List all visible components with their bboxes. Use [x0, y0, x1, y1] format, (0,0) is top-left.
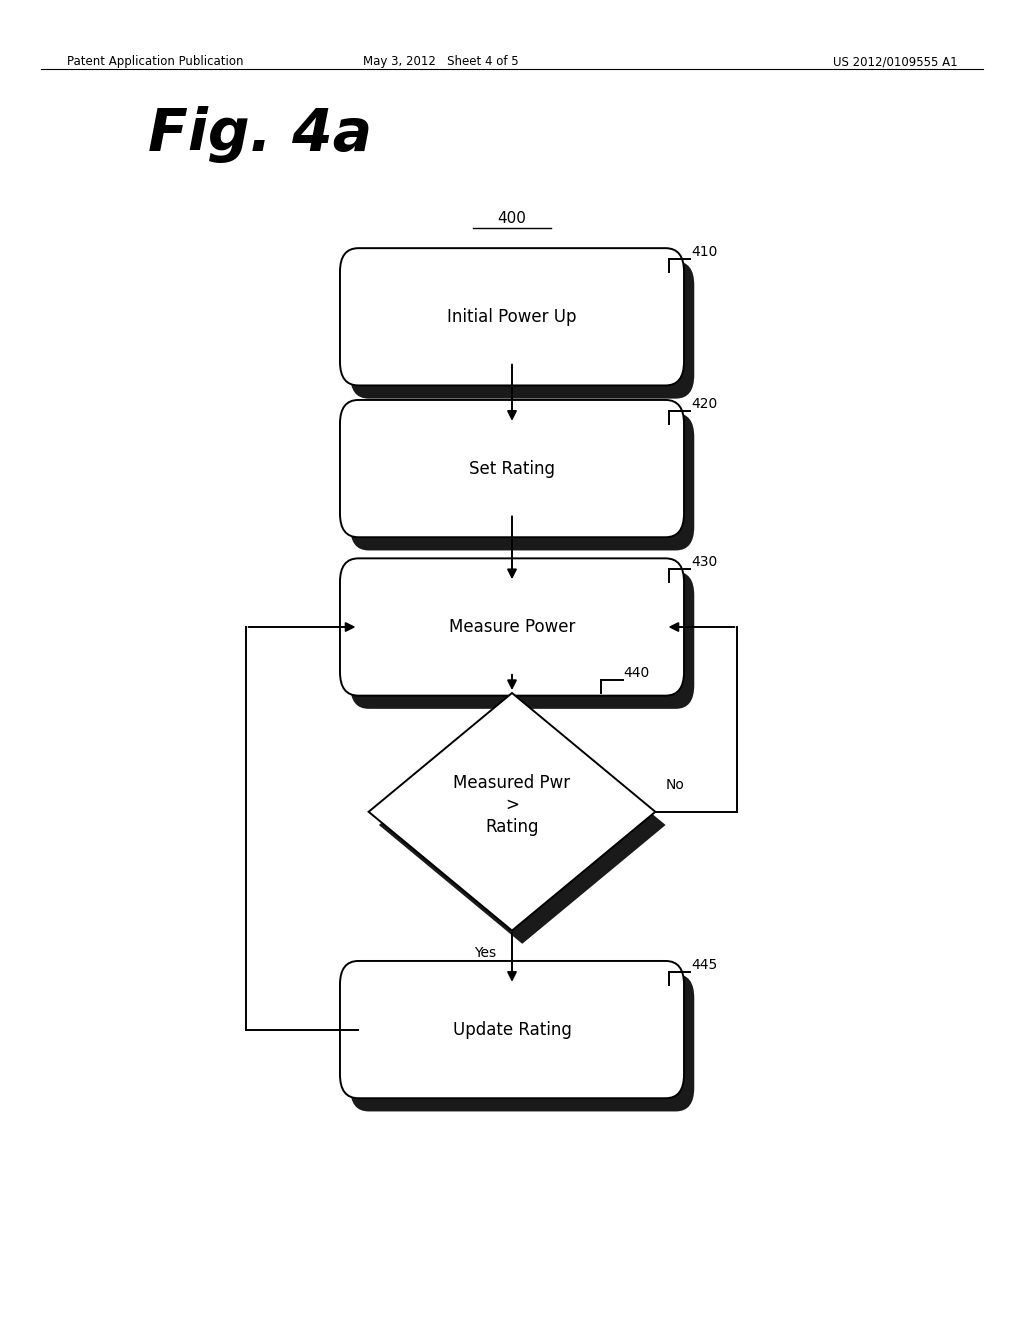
FancyBboxPatch shape — [350, 572, 694, 709]
Text: 440: 440 — [624, 667, 650, 680]
Text: 445: 445 — [691, 958, 718, 972]
Text: 400: 400 — [498, 211, 526, 226]
FancyBboxPatch shape — [340, 961, 684, 1098]
Polygon shape — [369, 693, 655, 931]
Text: Initial Power Up: Initial Power Up — [447, 308, 577, 326]
Text: Fig. 4a: Fig. 4a — [148, 106, 373, 162]
FancyBboxPatch shape — [340, 400, 684, 537]
Text: Yes: Yes — [474, 946, 497, 961]
Text: 410: 410 — [691, 246, 718, 259]
Polygon shape — [379, 706, 666, 944]
Text: 430: 430 — [691, 556, 718, 569]
FancyBboxPatch shape — [340, 248, 684, 385]
Text: Measured Pwr
>
Rating: Measured Pwr > Rating — [454, 774, 570, 837]
FancyBboxPatch shape — [340, 558, 684, 696]
FancyBboxPatch shape — [350, 974, 694, 1111]
Text: No: No — [666, 777, 684, 792]
FancyBboxPatch shape — [350, 261, 694, 399]
Text: Set Rating: Set Rating — [469, 459, 555, 478]
Text: US 2012/0109555 A1: US 2012/0109555 A1 — [833, 55, 957, 69]
Text: Measure Power: Measure Power — [449, 618, 575, 636]
Text: May 3, 2012   Sheet 4 of 5: May 3, 2012 Sheet 4 of 5 — [362, 55, 518, 69]
Text: Update Rating: Update Rating — [453, 1020, 571, 1039]
Text: Patent Application Publication: Patent Application Publication — [67, 55, 243, 69]
Text: 420: 420 — [691, 397, 718, 411]
FancyBboxPatch shape — [350, 413, 694, 550]
